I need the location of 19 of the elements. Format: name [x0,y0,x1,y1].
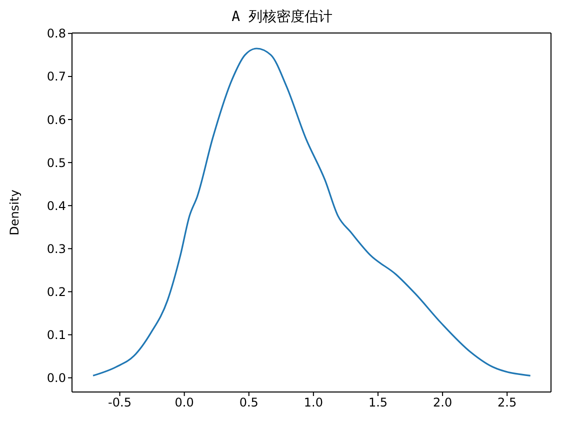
y-tick-label: 0.3 [46,242,66,256]
x-tick-label: 1.5 [368,396,388,410]
x-tick-label: 0.5 [239,396,258,410]
y-tick-label: 0.6 [46,112,66,127]
x-tick-label: -0.5 [108,396,132,410]
x-tick-label: 2.5 [498,396,517,410]
y-tick-label: 0.4 [46,198,66,213]
line-series [92,48,532,376]
y-tick-label: 0.0 [46,371,66,386]
y-axis-title: Density [7,190,22,236]
y-tick-label: 0.8 [46,26,66,41]
y-tick-label: 0.7 [46,70,66,84]
x-tick-label: 1.0 [304,396,323,410]
y-tick-label: 0.5 [46,156,66,170]
x-tick-label: 0.0 [174,396,194,410]
y-tick-label: 0.2 [46,284,66,299]
y-tick-label: 0.1 [46,328,66,342]
chart-title: A 列核密度估计 [230,8,334,26]
x-tick-label: 2.0 [433,396,452,410]
